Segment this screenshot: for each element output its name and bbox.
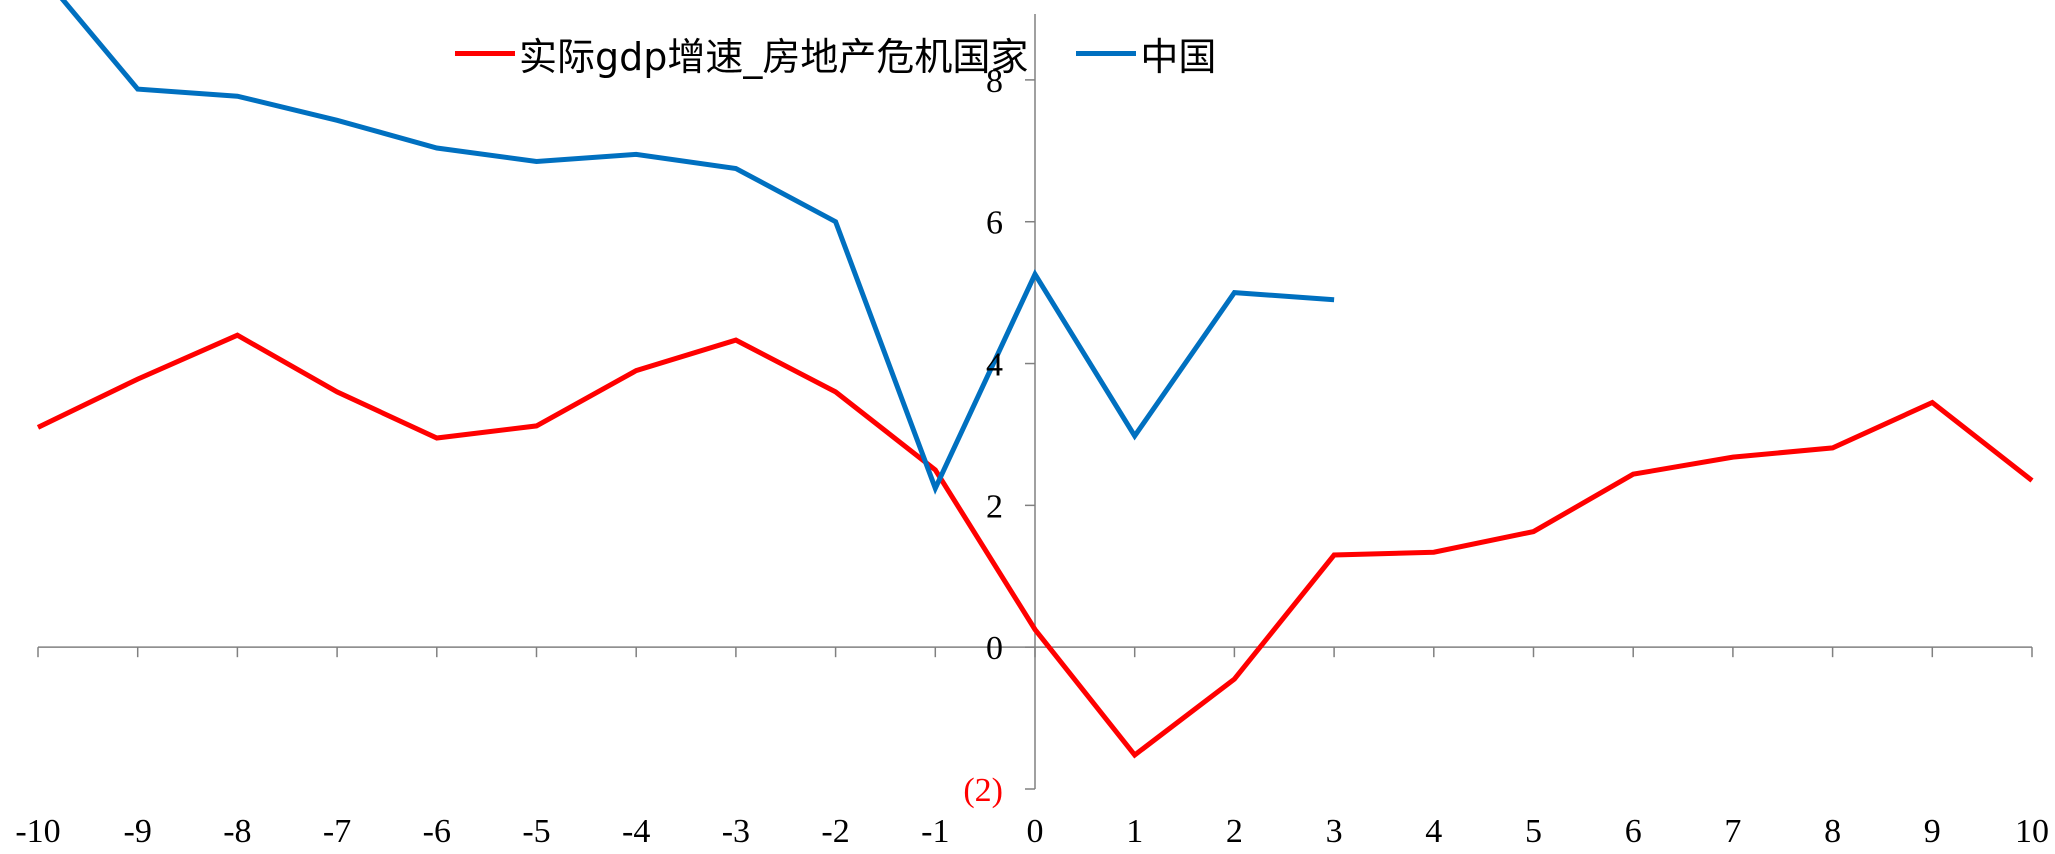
legend: 实际gdp增速_房地产危机国家 中国 <box>455 26 1216 81</box>
x-tick-label: 8 <box>1824 813 1841 849</box>
x-tick-label: 1 <box>1126 813 1143 849</box>
legend-label-series-1: 实际gdp增速_房地产危机国家 <box>519 26 1028 81</box>
x-tick-label: 9 <box>1924 813 1941 849</box>
x-tick-label: -5 <box>522 813 550 849</box>
x-tick-label: -7 <box>323 813 351 849</box>
x-tick-label: 6 <box>1625 813 1642 849</box>
x-tick-label: -4 <box>622 813 650 849</box>
x-tick-label: 0 <box>1027 813 1044 849</box>
x-tick-label: -8 <box>223 813 251 849</box>
legend-item-series-1: 实际gdp增速_房地产危机国家 <box>455 26 1028 81</box>
x-tick-label: -1 <box>921 813 949 849</box>
x-tick-label: 4 <box>1425 813 1442 849</box>
legend-swatch-series-2 <box>1076 51 1136 56</box>
x-tick-label: 10 <box>2015 813 2049 849</box>
x-tick-label: -10 <box>15 813 60 849</box>
y-tick-label: 6 <box>986 205 1003 242</box>
x-tick-label: 7 <box>1724 813 1741 849</box>
legend-item-series-2: 中国 <box>1076 26 1216 81</box>
x-tick-label: 3 <box>1326 813 1343 849</box>
y-tick-label: 4 <box>986 347 1003 384</box>
x-tick-label: -2 <box>821 813 849 849</box>
x-tick-label: -6 <box>423 813 451 849</box>
x-tick-label: 5 <box>1525 813 1542 849</box>
legend-label-series-2: 中国 <box>1140 26 1216 81</box>
legend-swatch-series-1 <box>455 51 515 56</box>
x-tick-label: -3 <box>722 813 750 849</box>
axes <box>38 14 2032 789</box>
y-tick-label: 2 <box>986 488 1003 525</box>
x-tick-label: 2 <box>1226 813 1243 849</box>
y-tick-label: (2) <box>963 772 1003 809</box>
x-tick-label: -9 <box>124 813 152 849</box>
y-tick-label: 0 <box>986 630 1003 667</box>
